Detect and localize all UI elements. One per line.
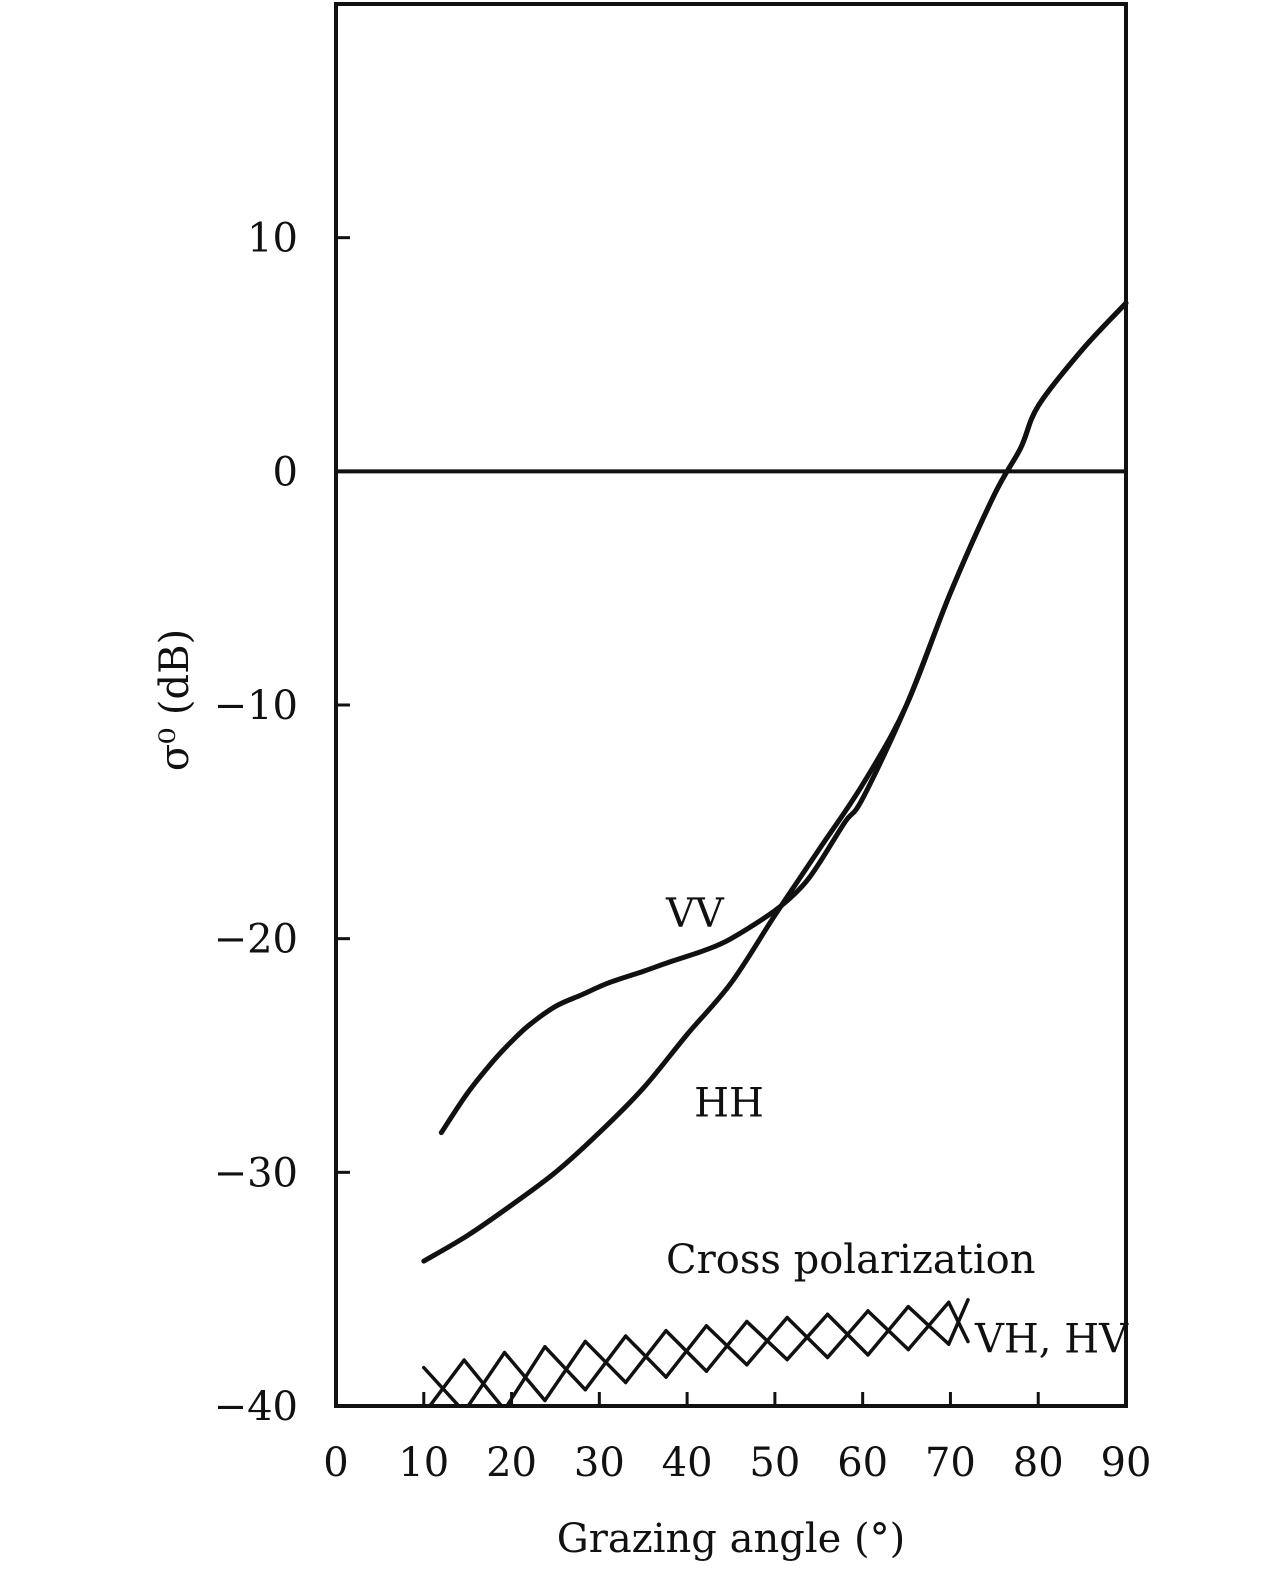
- series-hh-line: [421, 300, 1129, 1264]
- y-tick-label: 0: [273, 449, 298, 495]
- band-hatch-stroke: [422, 1365, 462, 1406]
- x-axis-title: Grazing angle (°): [557, 1516, 905, 1562]
- band-hatch-stroke: [583, 1339, 628, 1385]
- band-hatch-stroke: [825, 1312, 870, 1357]
- band-hatch-stroke: [543, 1339, 588, 1403]
- x-tick-label: 80: [1013, 1440, 1064, 1486]
- band-hatch-stroke: [745, 1319, 789, 1362]
- band-hatch-stroke: [704, 1324, 749, 1367]
- y-axis-title: σ⁰ (dB): [152, 629, 198, 771]
- band-hatch-stroke: [906, 1304, 951, 1346]
- band-hatch-stroke: [427, 1358, 466, 1406]
- series-layer: [421, 300, 1129, 1406]
- y-tick-label: −20: [214, 917, 298, 963]
- band-hatch-stroke: [664, 1328, 709, 1373]
- axis-ticks: [336, 236, 1040, 1408]
- annotations: VV HH Cross polarization VH, HV: [665, 891, 1129, 1362]
- x-tick-label: 90: [1101, 1440, 1152, 1486]
- x-tick-label: 30: [574, 1440, 625, 1486]
- annotation-label: Cross polarization: [666, 1237, 1035, 1283]
- annotation-label: VV: [665, 891, 725, 937]
- annotation-label: VH, HV: [974, 1316, 1129, 1362]
- y-tick-label: −30: [214, 1150, 298, 1196]
- x-tick-label: 40: [662, 1440, 713, 1486]
- y-tick-label: −10: [214, 683, 298, 729]
- x-tick-label: 70: [925, 1440, 976, 1486]
- series-vv-line: [438, 300, 1129, 1136]
- band-hatch-stroke: [785, 1315, 830, 1360]
- y-tick-label: −40: [214, 1384, 298, 1430]
- band-hatch-stroke: [502, 1350, 547, 1403]
- x-tick-label: 60: [837, 1440, 888, 1486]
- band-hatch-stroke: [946, 1300, 970, 1344]
- plot-frame: [334, 2, 1128, 1408]
- band-hatch-stroke: [866, 1309, 911, 1352]
- band-hatch-stroke: [462, 1358, 504, 1406]
- band-hatch-stroke: [543, 1345, 588, 1392]
- x-tick-label: 20: [486, 1440, 537, 1486]
- x-tick-label: 0: [323, 1440, 348, 1486]
- axis-tick-labels: 0 10 20 30 40 50 60 70 80 90 −40 −30 −20 −10 0 10: [214, 216, 1152, 1486]
- x-tick-label: 50: [749, 1440, 800, 1486]
- series-cross-polarization-band: [422, 1298, 970, 1406]
- x-tick-label: 10: [398, 1440, 449, 1486]
- y-tick-label: 10: [247, 216, 298, 262]
- annotation-label: HH: [694, 1080, 764, 1126]
- band-hatch-stroke: [623, 1334, 668, 1379]
